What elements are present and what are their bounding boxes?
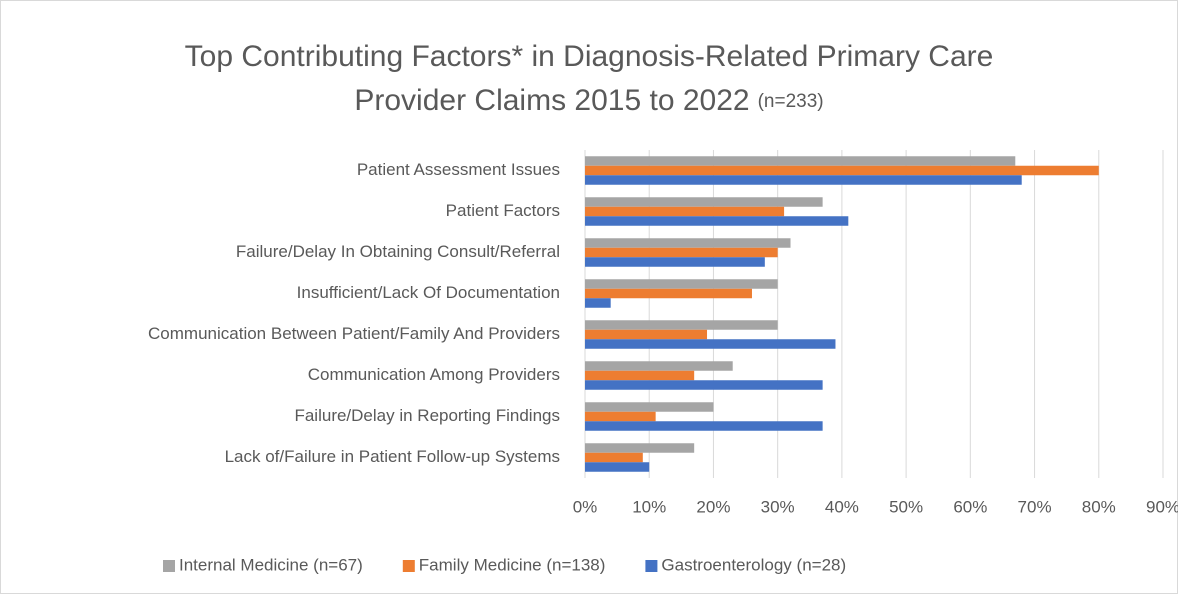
x-tick-label: 30% <box>761 497 795 516</box>
legend-label: Family Medicine (n=138) <box>419 555 606 574</box>
y-tick-label: Insufficient/Lack Of Documentation <box>297 283 560 302</box>
bar <box>585 443 695 453</box>
legend-label: Internal Medicine (n=67) <box>179 555 363 574</box>
x-tick-label: 20% <box>696 497 730 516</box>
x-tick-label: 60% <box>953 497 987 516</box>
bar <box>585 197 823 207</box>
x-tick-label: 10% <box>632 497 666 516</box>
bar <box>585 329 708 340</box>
bar <box>585 156 1016 166</box>
bar <box>585 402 714 412</box>
chart-title-line: Provider Claims 2015 to 2022 <box>354 84 749 117</box>
bar <box>585 421 823 431</box>
y-tick-label: Lack of/Failure in Patient Follow-up Sys… <box>225 447 560 466</box>
y-tick-label: Failure/Delay In Obtaining Consult/Refer… <box>236 242 560 261</box>
chart-title: Provider Claims 2015 to 2022 (n=233) <box>354 84 823 117</box>
bar <box>585 175 1022 185</box>
legend-swatch <box>645 560 658 572</box>
bar <box>585 206 785 217</box>
x-tick-label: 90% <box>1146 497 1178 516</box>
x-tick-label: 40% <box>825 497 859 516</box>
bar <box>585 452 643 463</box>
bar <box>585 370 695 381</box>
bar <box>585 320 778 330</box>
bar <box>585 288 752 299</box>
bar <box>585 238 791 248</box>
bar <box>585 279 778 289</box>
y-tick-label: Communication Between Patient/Family And… <box>148 324 560 343</box>
chart-title-note: (n=233) <box>758 91 824 112</box>
x-tick-label: 50% <box>889 497 923 516</box>
y-tick-label: Patient Assessment Issues <box>357 160 560 179</box>
bar <box>585 216 849 226</box>
bar <box>585 298 611 308</box>
bar <box>585 339 836 349</box>
bar <box>585 361 733 371</box>
legend-swatch <box>163 560 175 572</box>
bar <box>585 462 650 472</box>
chart-title: Top Contributing Factors* in Diagnosis-R… <box>185 40 994 73</box>
x-tick-label: 70% <box>1018 497 1052 516</box>
x-tick-label: 80% <box>1082 497 1116 516</box>
x-tick-label: 0% <box>573 497 598 516</box>
y-tick-label: Communication Among Providers <box>308 365 560 384</box>
y-tick-label: Patient Factors <box>446 201 560 220</box>
bar <box>585 411 656 422</box>
legend-label: Gastroenterology (n=28) <box>661 555 846 574</box>
bar <box>585 247 778 258</box>
y-tick-label: Failure/Delay in Reporting Findings <box>294 406 560 425</box>
legend-swatch <box>402 560 415 572</box>
bar <box>585 165 1099 176</box>
bar <box>585 380 823 390</box>
bar <box>585 257 765 267</box>
